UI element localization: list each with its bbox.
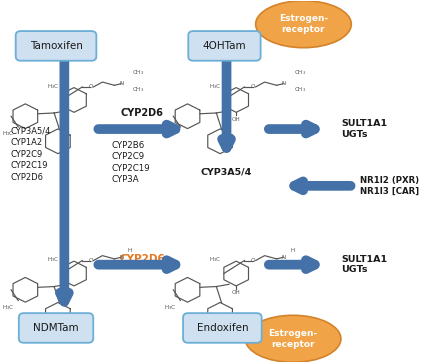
Text: Estrogen-
receptor: Estrogen- receptor [268,329,318,349]
Text: H$_3$C: H$_3$C [47,256,60,264]
Text: O: O [251,85,255,89]
Text: CYP2B6
CYP2C9
CYP2C19
CYP3A: CYP2B6 CYP2C9 CYP2C19 CYP3A [111,140,150,184]
Text: O: O [251,258,255,263]
Text: CH$_3$: CH$_3$ [294,68,306,77]
Text: NDMTam: NDMTam [33,323,79,333]
FancyBboxPatch shape [16,31,96,61]
Text: N: N [281,255,286,260]
Text: H$_3$C: H$_3$C [210,82,222,91]
Text: Estrogen-
receptor: Estrogen- receptor [279,14,328,34]
Text: Endoxifen: Endoxifen [197,323,248,333]
Text: CH$_3$: CH$_3$ [132,68,144,77]
Text: 4OHTam: 4OHTam [203,41,246,51]
Text: H$_3$C: H$_3$C [164,130,177,139]
Text: NR1I2 (PXR)
NR1I3 [CAR]: NR1I2 (PXR) NR1I3 [CAR] [359,176,419,196]
Text: H: H [290,248,294,253]
Text: CYP2D6: CYP2D6 [121,108,164,118]
Text: H: H [128,248,132,253]
Text: O: O [88,85,93,89]
Text: H$_3$C: H$_3$C [2,303,15,312]
Text: Tamoxifen: Tamoxifen [29,41,83,51]
Text: CYP3A5/4
CYP1A2
CYP2C9
CYP2C19
CYP2D6: CYP3A5/4 CYP1A2 CYP2C9 CYP2C19 CYP2D6 [10,127,51,182]
Text: CH$_3$: CH$_3$ [132,85,144,94]
Text: N: N [281,81,286,86]
Text: CH$_3$: CH$_3$ [294,85,306,94]
Text: N: N [119,255,123,260]
FancyBboxPatch shape [19,313,93,343]
Text: H$_3$C: H$_3$C [210,256,222,264]
Text: OH: OH [232,290,241,295]
Text: CYP3A5/4: CYP3A5/4 [201,167,252,176]
Text: OH: OH [232,117,241,122]
Ellipse shape [256,1,351,48]
Text: H$_3$C: H$_3$C [164,303,177,312]
Text: O: O [88,258,93,263]
Text: N: N [119,81,123,86]
Text: CYP2D6: CYP2D6 [119,254,165,264]
Text: H$_3$C: H$_3$C [47,82,60,91]
Text: SULT1A1
UGTs: SULT1A1 UGTs [341,255,387,274]
Text: SULT1A1
UGTs: SULT1A1 UGTs [341,119,387,139]
FancyBboxPatch shape [188,31,260,61]
FancyBboxPatch shape [183,313,262,343]
Ellipse shape [245,315,341,362]
Text: H$_3$C: H$_3$C [2,130,15,139]
